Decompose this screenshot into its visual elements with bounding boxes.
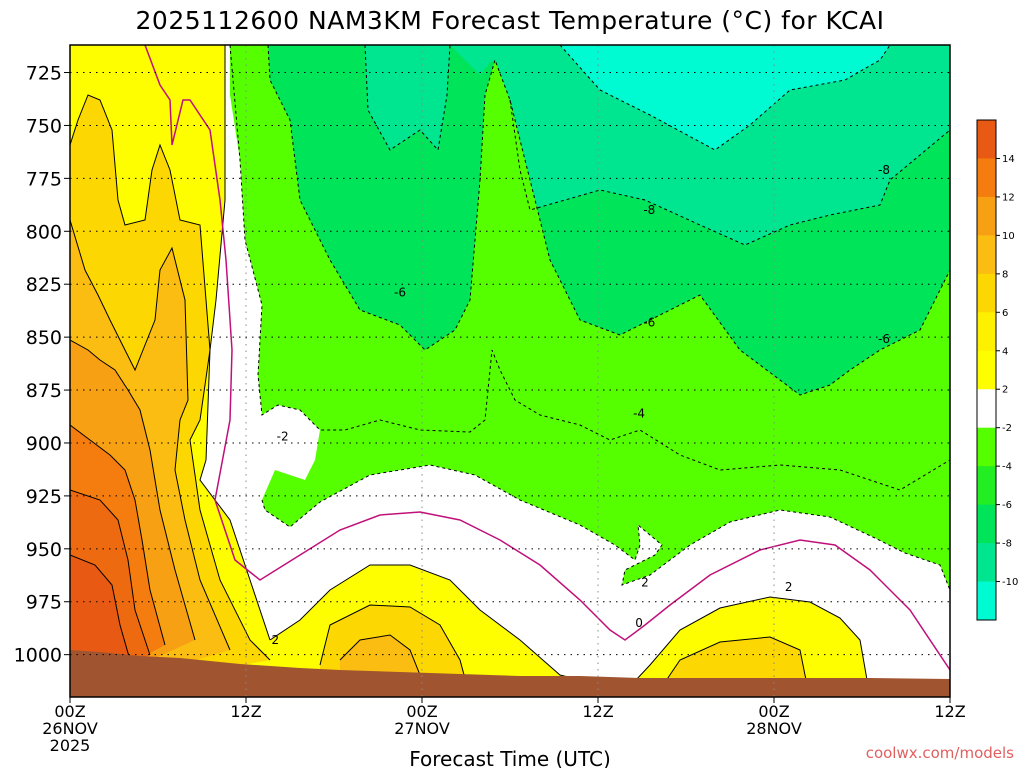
terrain [70, 650, 950, 697]
colorbar-swatch [977, 389, 996, 429]
colorbar-label: -6 [1002, 500, 1012, 511]
colorbar-label: 10 [1002, 231, 1015, 242]
colorbar-swatch [977, 350, 996, 390]
colorbar-swatch [977, 273, 996, 313]
contour-8 [70, 339, 196, 641]
contour-label: 2 [272, 633, 280, 647]
contour-10 [70, 424, 166, 646]
y-tick-label: 750 [26, 115, 62, 137]
x-tick-label: 12Z [582, 702, 613, 721]
colorbar-swatch [977, 235, 996, 275]
contour-label: -6 [878, 332, 890, 346]
contour-label: -6 [394, 286, 406, 300]
contour-label: -8 [878, 163, 890, 177]
contour-0C [144, 45, 950, 671]
grid-lines [70, 45, 950, 697]
y-tick-label: 850 [26, 327, 62, 349]
colorbar-label: 14 [1002, 154, 1015, 165]
chart-title: 2025112600 NAM3KM Forecast Temperature (… [136, 6, 885, 35]
colorbar-label: -2 [1002, 423, 1012, 434]
colorbar: 14 12 10 8 6 4 2 -2 -4 -6 -8 -10 [976, 119, 1018, 621]
colorbar-frame [976, 119, 997, 621]
colorbar-label: 8 [1002, 269, 1008, 280]
x-tick-label: 12Z [230, 702, 261, 721]
x-tick-label: 00Z [406, 702, 437, 721]
contour-minus8-c [509, 99, 950, 246]
plot-area [70, 45, 950, 697]
contour-2-c [619, 596, 871, 697]
contour-4-c [654, 636, 811, 697]
x-tick-label: 12Z [934, 702, 965, 721]
colorbar-label: 6 [1002, 308, 1008, 319]
plot-frame [69, 44, 951, 698]
y-tick-label: 975 [26, 592, 62, 614]
contour-label: -6 [643, 315, 655, 329]
y-tick-label: 875 [26, 380, 62, 402]
colorbar-swatch [977, 466, 996, 506]
colorbar-swatch [977, 581, 996, 621]
contour-6 [70, 219, 231, 651]
contour-2-main [199, 45, 271, 641]
x-axis-label: Forecast Time (UTC) [409, 747, 611, 768]
contour-minus8-b [364, 45, 451, 152]
y-tick-label: 725 [26, 63, 62, 85]
y-tick-label: 825 [26, 274, 62, 296]
x-tick-label: 26NOV [42, 719, 98, 738]
colorbar-label: -10 [1002, 577, 1018, 588]
contour-labels: -6 -8 -6 -8 -6 -4 -2 2 0 2 2 [272, 163, 890, 647]
y-tick-label: 950 [26, 539, 62, 561]
fill-minus2-to-2 [70, 45, 950, 697]
colorbar-swatch [977, 427, 996, 467]
x-tick-label: 28NOV [746, 719, 802, 738]
colorbar-label: 2 [1002, 385, 1008, 396]
contour-minus4 [229, 45, 950, 491]
y-tick-label: 900 [26, 433, 62, 455]
colorbar-swatch [977, 312, 996, 352]
colorbar-swatch [977, 158, 996, 198]
x-tick-label: 2025 [50, 736, 91, 755]
contour-14 [70, 554, 131, 661]
contour-label: 0 [635, 616, 643, 630]
contour-minus8 [559, 45, 891, 151]
y-tick-label: 800 [26, 221, 62, 243]
contour-label: 2 [785, 580, 793, 594]
y-tick-label: 925 [26, 486, 62, 508]
x-tick-label: 00Z [54, 702, 85, 721]
contour-label: -8 [643, 203, 655, 217]
credit-text[interactable]: coolwx.com/models [866, 744, 1014, 762]
contour-label: -4 [633, 406, 645, 420]
colorbar-label: -8 [1002, 539, 1012, 550]
colorbar-swatch [977, 504, 996, 544]
contour-lines [70, 45, 950, 697]
colorbar-swatch [977, 196, 996, 236]
contour-minus2 [261, 464, 950, 591]
y-tick-label: 1000 [14, 645, 62, 667]
contour-2-b [269, 564, 581, 681]
y-axis: 725 750 775 800 825 850 875 900 925 950 975 1000 [14, 63, 70, 667]
contour-label: -2 [277, 430, 289, 444]
colorbar-label: -4 [1002, 462, 1012, 473]
colorbar-label: 4 [1002, 346, 1008, 357]
y-tick-label: 775 [26, 168, 62, 190]
colorbar-swatch [977, 120, 996, 159]
contour-minus6 [267, 45, 950, 396]
contour-12 [70, 489, 151, 656]
contour-4 [70, 94, 271, 661]
colorbar-label: 12 [1002, 192, 1015, 203]
contour-label: 2 [641, 576, 649, 590]
colorbar-swatch [977, 543, 996, 583]
contour-4-b [319, 604, 471, 697]
x-tick-label: 00Z [758, 702, 789, 721]
x-tick-label: 27NOV [394, 719, 450, 738]
